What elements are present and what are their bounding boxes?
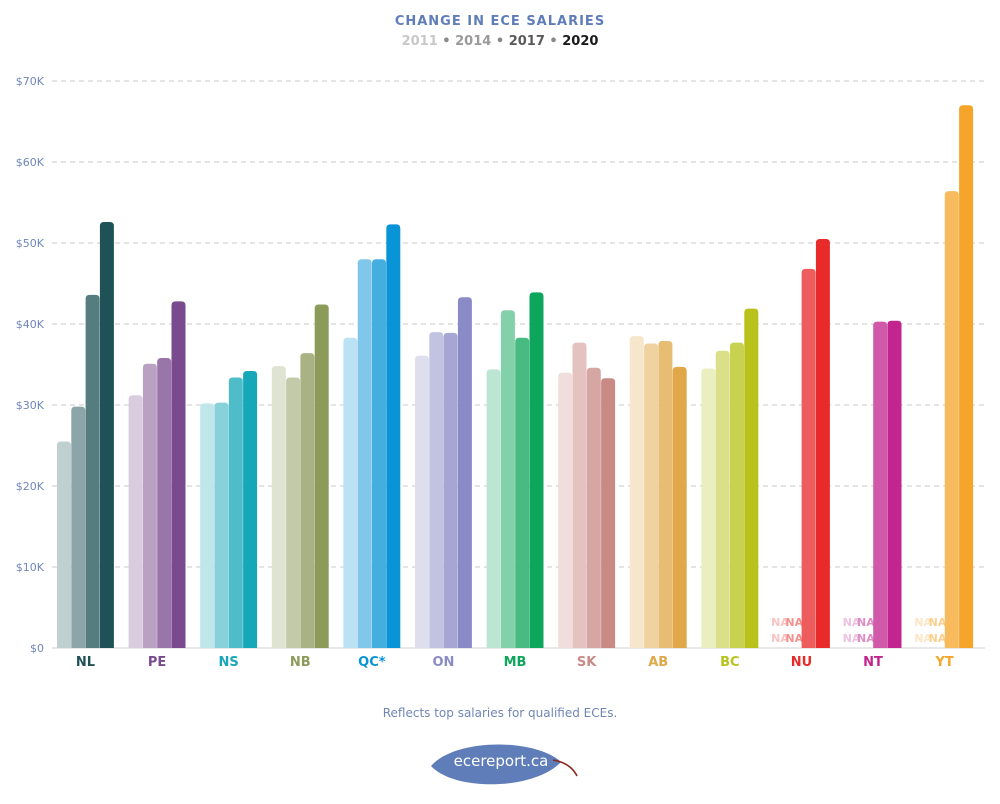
bar-nb-2020: [314, 304, 329, 648]
bar-mb-2020: [529, 292, 544, 648]
legend-year-2017: 2017: [508, 34, 545, 49]
category-label: ON: [432, 655, 454, 670]
na-label: NA: [857, 616, 875, 629]
bar-pe-2020: [171, 301, 186, 648]
bar-yt-2017: [944, 191, 959, 648]
bar-on-2020: [457, 297, 472, 648]
bar-ab-2011: [629, 336, 644, 648]
category-label: NL: [76, 655, 95, 670]
bar-nl-2011: [57, 441, 71, 648]
y-tick-label: $30K: [16, 399, 45, 412]
bar-nu-2020: [815, 238, 830, 648]
bar-qc-2011: [343, 337, 358, 648]
bar-ab-2014: [644, 343, 659, 648]
bar-nl-2017: [85, 294, 100, 648]
bar-nl-2020: [99, 221, 114, 648]
legend-year-2014: 2014: [455, 34, 492, 49]
na-label: NA: [857, 632, 875, 645]
footnote: Reflects top salaries for qualified ECEs…: [382, 706, 618, 720]
bar-on-2011: [415, 355, 429, 648]
category-label: NS: [219, 655, 239, 670]
category-label: NB: [290, 655, 311, 670]
na-label: NA: [771, 616, 789, 629]
y-tick-label: $60K: [16, 156, 45, 169]
bar-sk-2017: [586, 367, 601, 648]
chart-title: CHANGE IN ECE SALARIES: [394, 14, 606, 29]
category-label: NT: [863, 655, 883, 670]
legend-year-2011: 2011: [401, 34, 438, 49]
bar-ns-2011: [200, 403, 215, 648]
bar-sk-2020: [601, 378, 616, 648]
na-label: NA: [785, 616, 803, 629]
category-label: SK: [577, 655, 597, 670]
bar-sk-2011: [558, 372, 573, 648]
leaf-logo-icon: [431, 744, 578, 785]
category-label: BC: [720, 655, 739, 670]
na-label: NA: [785, 632, 803, 645]
bar-pe-2014: [142, 363, 157, 648]
y-tick-label: $20K: [16, 480, 45, 493]
bar-mb-2011: [486, 369, 501, 648]
bar-nt-2017: [873, 321, 888, 648]
category-label: MB: [504, 655, 527, 670]
na-label: NA: [771, 632, 789, 645]
bar-ab-2020: [672, 366, 687, 648]
bar-yt-2020: [959, 105, 974, 649]
bar-on-2014: [429, 332, 444, 648]
bar-on-2017: [443, 332, 458, 648]
bar-bc-2011: [701, 368, 716, 648]
bar-bc-2017: [730, 342, 744, 648]
na-label: NA: [929, 632, 947, 645]
y-tick-label: $70K: [16, 75, 45, 88]
y-tick-label: $40K: [16, 318, 45, 331]
bar-qc-2017: [372, 259, 386, 648]
bar-ns-2014: [214, 402, 229, 648]
legend-year-2020: 2020: [562, 34, 599, 49]
bar-bc-2014: [715, 350, 730, 648]
bar-nb-2011: [271, 366, 286, 648]
category-label: PE: [148, 655, 166, 670]
bar-chart: $0 $10K $20K $30K $40K $50K $60K $70K NL PE NS NB QC…: [16, 75, 985, 670]
na-label: NA: [843, 632, 861, 645]
bar-nl-2014: [71, 406, 86, 648]
y-tick-label: $10K: [16, 561, 45, 574]
category-label: QC*: [358, 655, 386, 670]
year-legend: 2011 • 2014 • 2017 • 2020: [0, 34, 1000, 49]
legend-separator: •: [442, 34, 451, 49]
legend-separator: •: [549, 34, 558, 49]
category-label: NU: [791, 655, 812, 670]
bar-ns-2017: [228, 377, 243, 648]
bar-qc-2014: [357, 259, 372, 648]
bar-nb-2017: [300, 353, 315, 648]
bar-mb-2014: [500, 310, 515, 648]
y-tick-label: $50K: [16, 237, 45, 250]
bar-qc-2020: [386, 224, 401, 648]
legend-separator: •: [495, 34, 505, 49]
na-label: NA: [914, 632, 932, 645]
bar-mb-2017: [515, 337, 530, 648]
y-tick-label: $0: [30, 642, 44, 655]
na-label: NA: [929, 616, 947, 629]
bar-ab-2017: [658, 341, 673, 648]
bar-bc-2020: [744, 308, 759, 648]
bar-nt-2020: [887, 320, 902, 648]
category-label: YT: [935, 655, 954, 670]
na-label: NA: [843, 616, 861, 629]
bar-nu-2017: [801, 268, 816, 648]
bar-sk-2014: [572, 342, 587, 648]
bar-pe-2011: [128, 395, 143, 648]
bar-nb-2014: [286, 377, 301, 648]
bar-ns-2020: [243, 370, 258, 648]
bar-pe-2017: [157, 358, 172, 648]
category-label: AB: [648, 655, 668, 670]
logo-text: ecereport.ca: [453, 752, 549, 770]
na-label: NA: [914, 616, 932, 629]
